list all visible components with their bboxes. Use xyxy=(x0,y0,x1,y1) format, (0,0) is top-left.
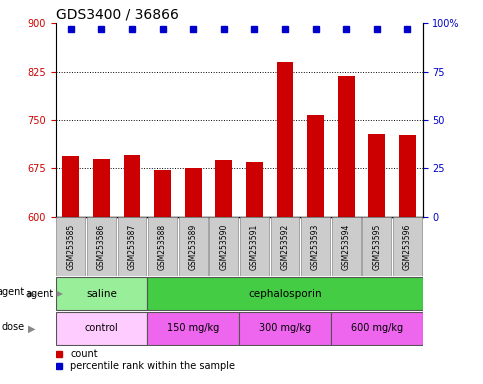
Text: GSM253594: GSM253594 xyxy=(341,223,351,270)
Bar xyxy=(338,76,355,384)
Text: count: count xyxy=(70,349,98,359)
Text: GSM253595: GSM253595 xyxy=(372,223,381,270)
Bar xyxy=(239,312,331,345)
Bar xyxy=(147,277,423,310)
Bar xyxy=(154,170,171,384)
Bar xyxy=(147,312,239,345)
Text: GSM253585: GSM253585 xyxy=(66,223,75,270)
Bar xyxy=(393,217,422,276)
Bar xyxy=(185,169,201,384)
Text: GSM253587: GSM253587 xyxy=(128,223,137,270)
Bar xyxy=(56,277,147,310)
Text: saline: saline xyxy=(86,289,117,299)
Text: agent: agent xyxy=(0,287,25,297)
Bar xyxy=(118,217,146,276)
Text: agent: agent xyxy=(25,289,53,299)
Text: ▶: ▶ xyxy=(54,289,63,298)
Bar xyxy=(240,217,269,276)
Bar xyxy=(179,217,208,276)
Bar xyxy=(56,312,147,345)
Text: GSM253590: GSM253590 xyxy=(219,223,228,270)
Bar xyxy=(362,217,391,276)
Text: 300 mg/kg: 300 mg/kg xyxy=(259,323,311,333)
Text: control: control xyxy=(85,323,118,333)
Text: ▶: ▶ xyxy=(28,323,35,333)
Text: GSM253589: GSM253589 xyxy=(189,223,198,270)
Bar xyxy=(332,217,360,276)
Text: 150 mg/kg: 150 mg/kg xyxy=(167,323,219,333)
Bar xyxy=(87,217,116,276)
Bar xyxy=(215,160,232,384)
Text: percentile rank within the sample: percentile rank within the sample xyxy=(70,361,235,371)
Text: GSM253593: GSM253593 xyxy=(311,223,320,270)
Bar xyxy=(124,155,141,384)
Text: dose: dose xyxy=(2,321,25,332)
Text: GSM253596: GSM253596 xyxy=(403,223,412,270)
Text: GSM253588: GSM253588 xyxy=(158,223,167,270)
Bar xyxy=(57,217,85,276)
Bar xyxy=(399,135,416,384)
Bar xyxy=(369,134,385,384)
Bar xyxy=(246,162,263,384)
Bar xyxy=(301,217,330,276)
Text: GDS3400 / 36866: GDS3400 / 36866 xyxy=(56,8,178,22)
Bar xyxy=(93,159,110,384)
Text: ▶: ▶ xyxy=(28,289,35,299)
Text: cephalosporin: cephalosporin xyxy=(248,289,322,299)
Bar xyxy=(62,156,79,384)
Bar xyxy=(307,115,324,384)
Text: GSM253586: GSM253586 xyxy=(97,223,106,270)
Text: GSM253591: GSM253591 xyxy=(250,223,259,270)
Bar xyxy=(270,217,299,276)
Text: 600 mg/kg: 600 mg/kg xyxy=(351,323,403,333)
Text: GSM253592: GSM253592 xyxy=(281,223,289,270)
Bar xyxy=(277,62,293,384)
Bar xyxy=(210,217,238,276)
Bar xyxy=(331,312,423,345)
Bar xyxy=(148,217,177,276)
